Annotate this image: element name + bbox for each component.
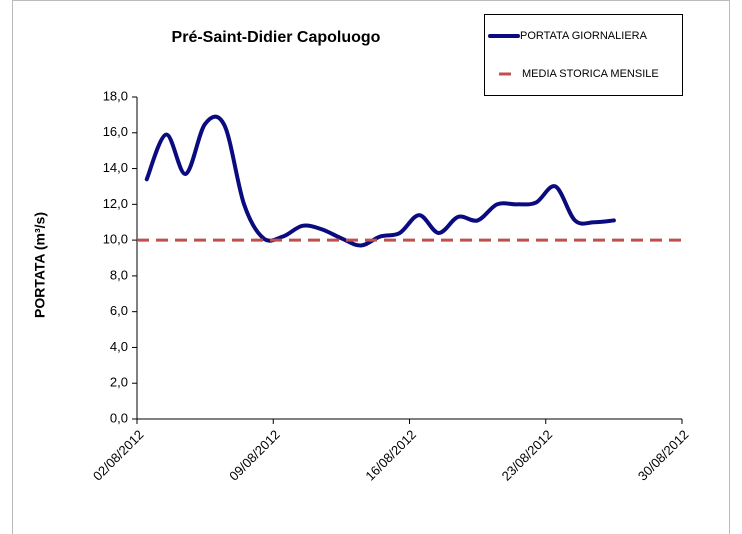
- legend: [484, 14, 683, 96]
- y-tick-label: 2,0: [110, 375, 128, 390]
- y-tick-label: 18,0: [103, 88, 128, 103]
- chart-title: Pré-Saint-Didier Capoluogo: [172, 29, 381, 46]
- y-tick-label: 10,0: [103, 232, 128, 247]
- y-axis-label: PORTATA (m³/s): [32, 212, 48, 318]
- y-tick-label: 12,0: [103, 196, 128, 211]
- legend-label: MEDIA STORICA MENSILE: [522, 68, 659, 80]
- y-tick-label: 14,0: [103, 160, 128, 175]
- y-tick-label: 8,0: [110, 267, 128, 282]
- y-tick-label: 0,0: [110, 410, 128, 425]
- legend-label: PORTATA GIORNALIERA: [520, 30, 648, 42]
- series-line: [144, 114, 616, 248]
- y-tick-label: 6,0: [110, 303, 128, 318]
- legend-box: [484, 14, 683, 96]
- y-tick-label: 16,0: [103, 124, 128, 139]
- y-tick-label: 4,0: [110, 339, 128, 354]
